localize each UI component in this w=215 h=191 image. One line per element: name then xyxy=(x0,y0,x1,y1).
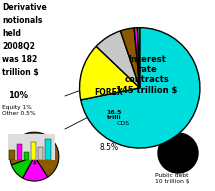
Wedge shape xyxy=(10,132,59,177)
Wedge shape xyxy=(120,28,140,88)
Circle shape xyxy=(158,133,198,173)
Bar xyxy=(38,147,43,160)
Text: 16.5
trilli: 16.5 trilli xyxy=(107,110,122,120)
Text: 8.5%: 8.5% xyxy=(100,143,119,152)
Text: trillion $: trillion $ xyxy=(2,68,39,77)
Bar xyxy=(9,150,15,160)
Text: 2008Q2: 2008Q2 xyxy=(2,42,35,51)
Text: notionals: notionals xyxy=(2,16,42,25)
Bar xyxy=(17,144,22,160)
Bar xyxy=(45,139,51,160)
Text: FOREX: FOREX xyxy=(94,88,123,97)
Text: Public debt
10 trillion $: Public debt 10 trillion $ xyxy=(155,173,189,184)
Text: Other 0.5%: Other 0.5% xyxy=(2,111,36,116)
Text: Derivative: Derivative xyxy=(2,3,47,12)
Bar xyxy=(31,142,36,160)
Text: Equity 1%: Equity 1% xyxy=(2,105,32,110)
Text: was 182: was 182 xyxy=(2,55,37,64)
Wedge shape xyxy=(80,46,140,100)
Text: 16.5
trillion
$: 16.5 trillion $ xyxy=(24,148,45,165)
Wedge shape xyxy=(23,157,48,181)
Wedge shape xyxy=(81,28,200,148)
Wedge shape xyxy=(11,157,34,178)
Wedge shape xyxy=(138,28,140,88)
Bar xyxy=(24,152,29,160)
Text: 10%: 10% xyxy=(8,91,28,100)
Wedge shape xyxy=(96,31,140,88)
Wedge shape xyxy=(134,28,140,88)
Text: held: held xyxy=(2,29,21,38)
Text: CDS: CDS xyxy=(116,121,129,126)
Text: Interest
rate
contracts
145 trillion $: Interest rate contracts 145 trillion $ xyxy=(116,54,178,95)
